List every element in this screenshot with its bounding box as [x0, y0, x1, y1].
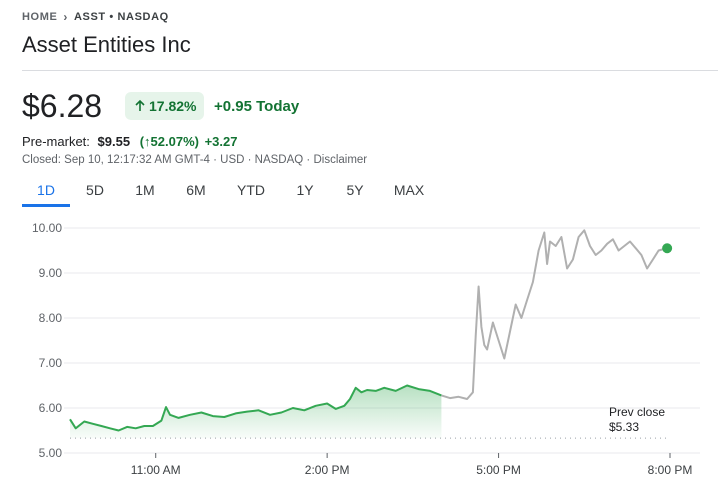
prev-close-label: Prev close: [609, 405, 665, 419]
y-tick-label: 9.00: [39, 266, 63, 280]
market-status-text: Closed: Sep 10, 12:17:32 AM GMT-4 · USD …: [22, 154, 314, 166]
breadcrumb-home-link[interactable]: HOME: [22, 11, 58, 23]
regular-session-line: [69, 384, 442, 432]
premarket-label: Pre-market:: [22, 134, 90, 149]
tab-1y[interactable]: 1Y: [296, 182, 314, 198]
tab-1m[interactable]: 1M: [135, 182, 155, 198]
prev-close-value: $5.33: [609, 420, 639, 434]
change-percent-value: 17.82%: [149, 98, 197, 114]
breadcrumb: HOME › ASST • NASDAQ: [22, 10, 169, 24]
market-status-line: Closed: Sep 10, 12:17:32 AM GMT-4 · USD …: [22, 154, 367, 166]
page-title: Asset Entities Inc: [22, 32, 191, 57]
tab-5d[interactable]: 5D: [86, 182, 104, 198]
title-divider: [22, 70, 718, 71]
arrow-up-icon: [135, 99, 145, 111]
regular-session-area: [70, 385, 442, 439]
tab-max[interactable]: MAX: [393, 182, 425, 198]
premarket-price: $9.55: [97, 134, 131, 149]
change-today: +0.95 Today: [214, 98, 300, 115]
breadcrumb-current: ASST • NASDAQ: [74, 11, 169, 23]
x-tick-label: 2:00 PM: [305, 463, 350, 477]
premarket-percent: (↑52.07%): [139, 134, 199, 149]
tab-6m[interactable]: 6M: [186, 182, 206, 198]
y-tick-label: 7.00: [39, 356, 63, 370]
y-tick-label: 5.00: [39, 446, 63, 460]
change-percent-badge: 17.82%: [125, 92, 205, 120]
chevron-right-icon: ›: [63, 10, 69, 24]
x-tick-label: 8:00 PM: [648, 463, 693, 477]
tab-1d[interactable]: 1D: [22, 182, 70, 207]
tab-ytd[interactable]: YTD: [237, 182, 265, 198]
disclaimer-link[interactable]: Disclaimer: [313, 154, 368, 166]
range-tabs: 1D 5D 1M 6M YTD 1Y 5Y MAX: [22, 182, 438, 207]
y-tick-label: 6.00: [39, 401, 63, 415]
x-tick-label: 5:00 PM: [476, 463, 521, 477]
premarket-change: +3.27: [204, 134, 238, 149]
y-tick-label: 10.00: [32, 221, 62, 235]
premarket-row: Pre-market: $9.55 (↑52.07%) +3.27: [22, 134, 237, 149]
y-tick-label: 8.00: [39, 311, 63, 325]
current-price: $6.28: [22, 88, 103, 124]
last-price-dot: [662, 243, 673, 254]
tab-5y[interactable]: 5Y: [346, 182, 364, 198]
after-hours-line: [441, 229, 668, 400]
x-tick-label: 11:00 AM: [131, 463, 181, 477]
